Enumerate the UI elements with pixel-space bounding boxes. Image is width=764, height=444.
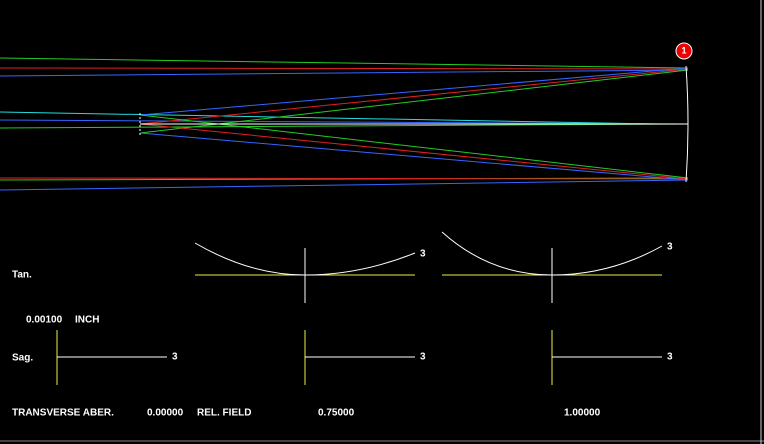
plot-label: 3 <box>420 249 426 260</box>
ray <box>139 67 689 116</box>
field-value: 0.75000 <box>318 408 355 419</box>
ray <box>0 123 689 129</box>
ray <box>0 179 689 191</box>
tan-plots <box>56 231 663 385</box>
field-value: 1.00000 <box>564 408 601 419</box>
ray <box>139 132 689 181</box>
unit: INCH <box>75 315 99 326</box>
rays <box>0 57 689 191</box>
ray <box>0 177 689 180</box>
field-value: 0.00000 <box>147 408 184 419</box>
scale: 0.00100 <box>26 315 63 326</box>
ray <box>0 67 689 70</box>
ray <box>0 69 689 77</box>
sag-label: Sag. <box>12 353 33 364</box>
aberration-curve <box>441 231 663 276</box>
rel-field-label: REL. FIELD <box>197 408 251 419</box>
mirror <box>685 65 689 183</box>
plot-label: 3 <box>420 352 426 363</box>
tan-label: Tan. <box>12 270 32 281</box>
footer-title: TRANSVERSE ABER. <box>12 408 114 419</box>
surface-marker[interactable] <box>675 42 693 60</box>
ray <box>139 68 689 125</box>
ray <box>0 111 661 125</box>
ray <box>0 119 689 125</box>
plot-label: 3 <box>667 242 673 253</box>
plot-label: 3 <box>667 352 673 363</box>
plot-label: 3 <box>172 352 178 363</box>
surface-marker-label[interactable]: 1 <box>681 45 686 55</box>
ray <box>0 57 689 69</box>
ray <box>139 69 689 134</box>
ray <box>139 123 689 180</box>
ray <box>139 114 689 179</box>
aberration-curve <box>194 242 416 276</box>
